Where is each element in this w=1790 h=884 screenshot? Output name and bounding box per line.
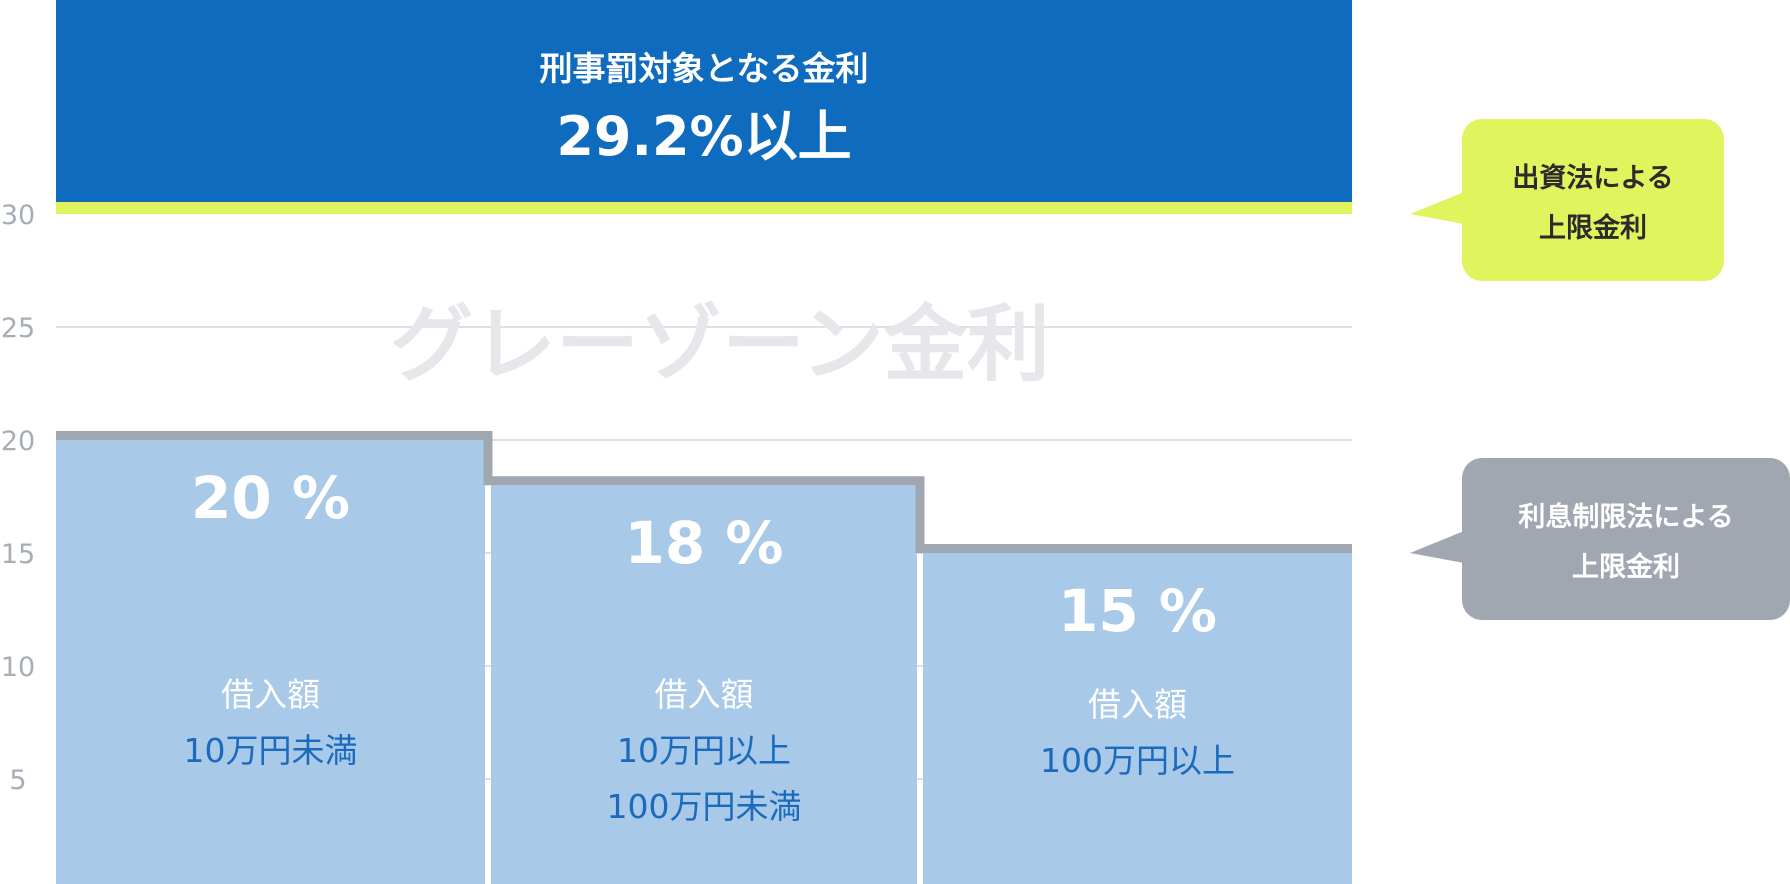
y-tick-label-20: 20 — [1, 426, 35, 457]
bar-2-category-line-3: 100万円未満 — [607, 787, 802, 826]
y-tick-label-30: 30 — [1, 200, 35, 231]
bars: 20 % 借入額 10万円未満 18 % 借入額 10万円以上 100万円未満 15 % 借入額… — [56, 431, 1352, 884]
bar-1-category-line-1: 借入額 — [221, 675, 320, 714]
callout-box — [1462, 458, 1790, 620]
bar-3-category-line-2: 100万円以上 — [1040, 741, 1235, 780]
y-axis: 5 10 15 20 25 30 — [1, 200, 35, 796]
y-tick-label-5: 5 — [9, 765, 26, 796]
bar-1 — [56, 440, 485, 884]
callout-line-2: 上限金利 — [1572, 551, 1680, 583]
bar-2-category-line-2: 10万円以上 — [617, 731, 791, 770]
callout-line-1: 出資法による — [1512, 163, 1673, 194]
gray-zone-label: グレーゾーン金利 — [390, 296, 1050, 393]
bar-value-label-2: 18 % — [624, 509, 783, 577]
criminal-band-title: 刑事罰対象となる金利 — [539, 49, 868, 88]
bar-2 — [491, 485, 917, 884]
callout-line-1: 利息制限法による — [1518, 501, 1733, 533]
restriction-limit-outline — [56, 431, 1352, 553]
callout-pointer — [1410, 192, 1464, 224]
y-tick-label-25: 25 — [1, 313, 35, 344]
bar-value-label-3: 15 % — [1058, 577, 1217, 645]
criminal-band-value: 29.2%以上 — [556, 105, 851, 168]
y-tick-label-10: 10 — [1, 652, 35, 683]
criminal-band-rect — [56, 0, 1352, 208]
bar-2-category-line-1: 借入額 — [655, 675, 754, 714]
bar-value-label-1: 20 % — [191, 464, 350, 532]
callout-pointer — [1410, 531, 1464, 563]
bar-1-category-line-2: 10万円未満 — [184, 731, 358, 770]
callout-box — [1462, 119, 1724, 281]
upper-limit-line — [56, 202, 1352, 214]
bar-3 — [923, 553, 1352, 884]
callout-line-2: 上限金利 — [1539, 212, 1647, 244]
y-tick-label-15: 15 — [1, 539, 35, 570]
bar-3-category-line-1: 借入額 — [1088, 685, 1187, 724]
